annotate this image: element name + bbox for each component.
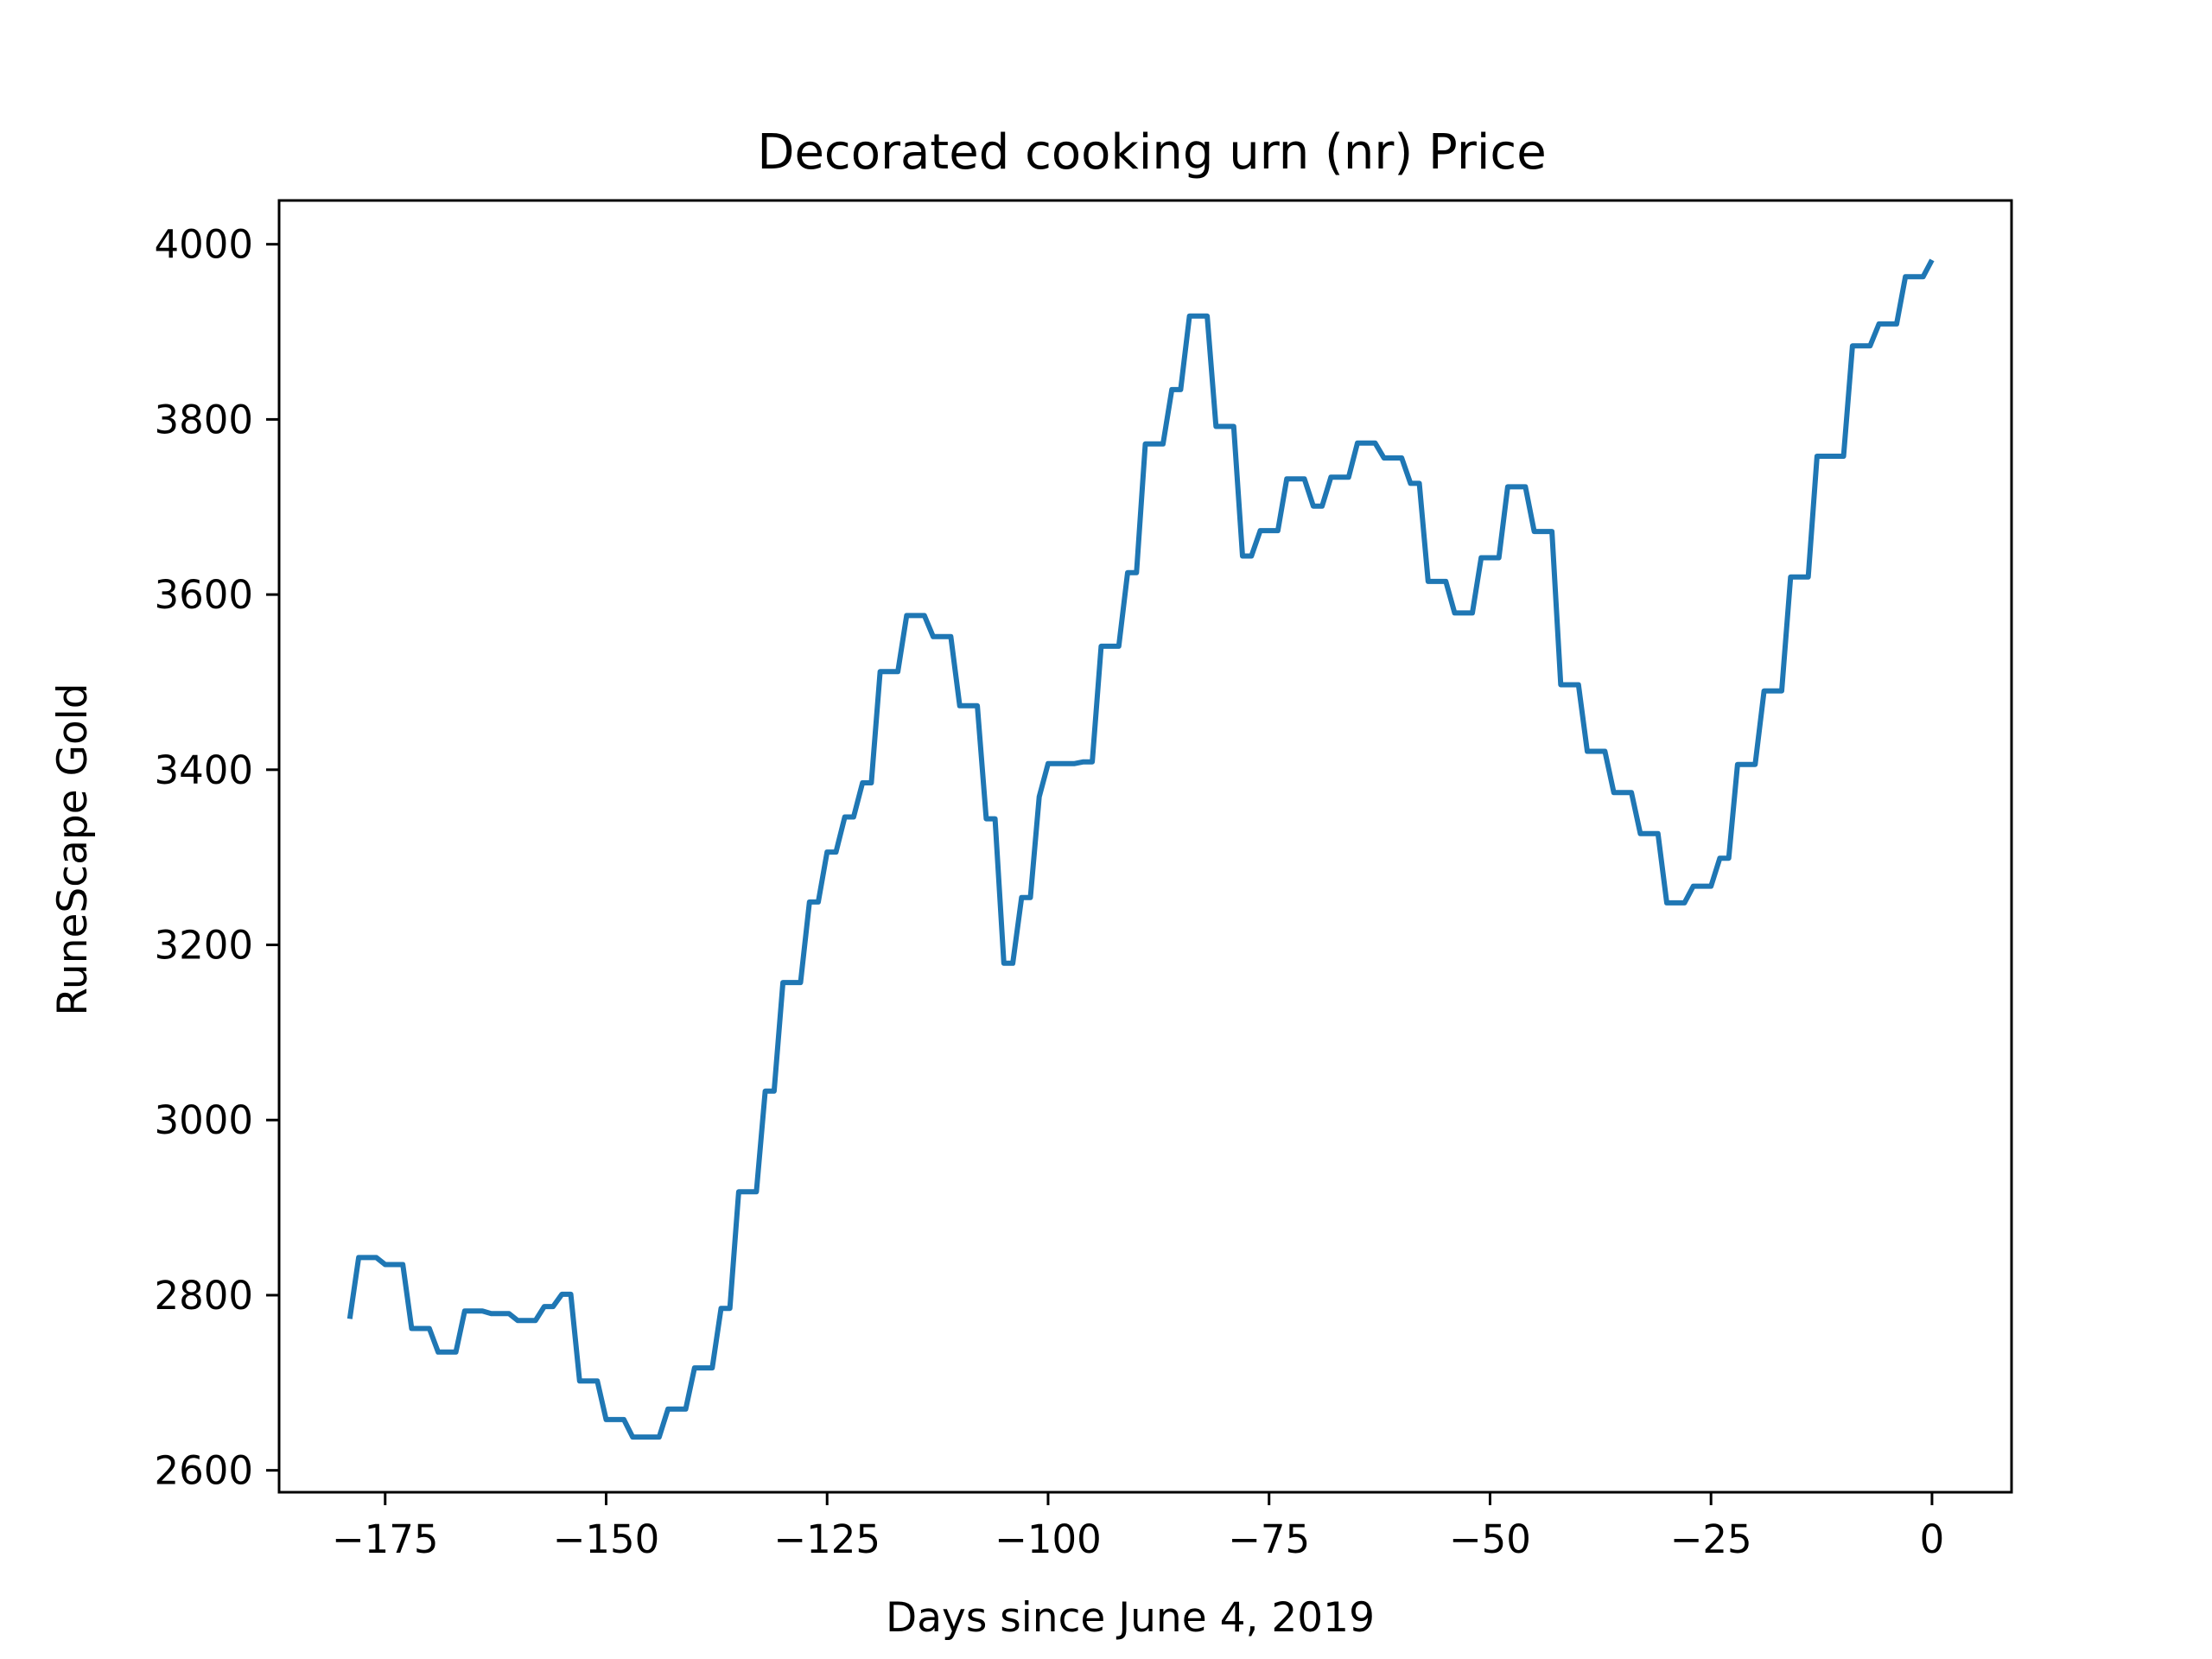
x-tick-label: −175 (332, 1516, 439, 1562)
y-tick-label: 3400 (154, 747, 253, 793)
y-tick-label: 2800 (154, 1273, 253, 1319)
y-tick-label: 3200 (154, 923, 253, 969)
y-tick-label: 3600 (154, 572, 253, 618)
y-tick-label: 3800 (154, 397, 253, 442)
y-axis-label: RuneScape Gold (49, 683, 97, 1015)
x-axis-label: Days since June 4, 2019 (886, 1594, 1375, 1642)
plot-area-frame (277, 199, 2013, 1494)
x-tick-label: −50 (1449, 1516, 1531, 1562)
y-axis-ticks: 2600 2800 3000 3200 3400 3600 3800 4000 (154, 222, 279, 1494)
chart-title: Decorated cooking urn (nr) Price (757, 124, 1546, 181)
y-tick-label: 2600 (154, 1448, 253, 1494)
x-tick-label: −100 (995, 1516, 1102, 1562)
y-tick-label: 3000 (154, 1097, 253, 1143)
y-tick-label: 4000 (154, 222, 253, 268)
x-tick-label: −125 (773, 1516, 880, 1562)
x-axis-ticks: −175 −150 −125 −100 −75 −50 −25 0 (332, 1492, 1944, 1562)
x-tick-label: 0 (1920, 1516, 1945, 1562)
x-tick-label: −25 (1670, 1516, 1752, 1562)
x-tick-label: −150 (553, 1516, 660, 1562)
x-tick-label: −75 (1228, 1516, 1310, 1562)
price-series-line (346, 258, 1935, 1440)
